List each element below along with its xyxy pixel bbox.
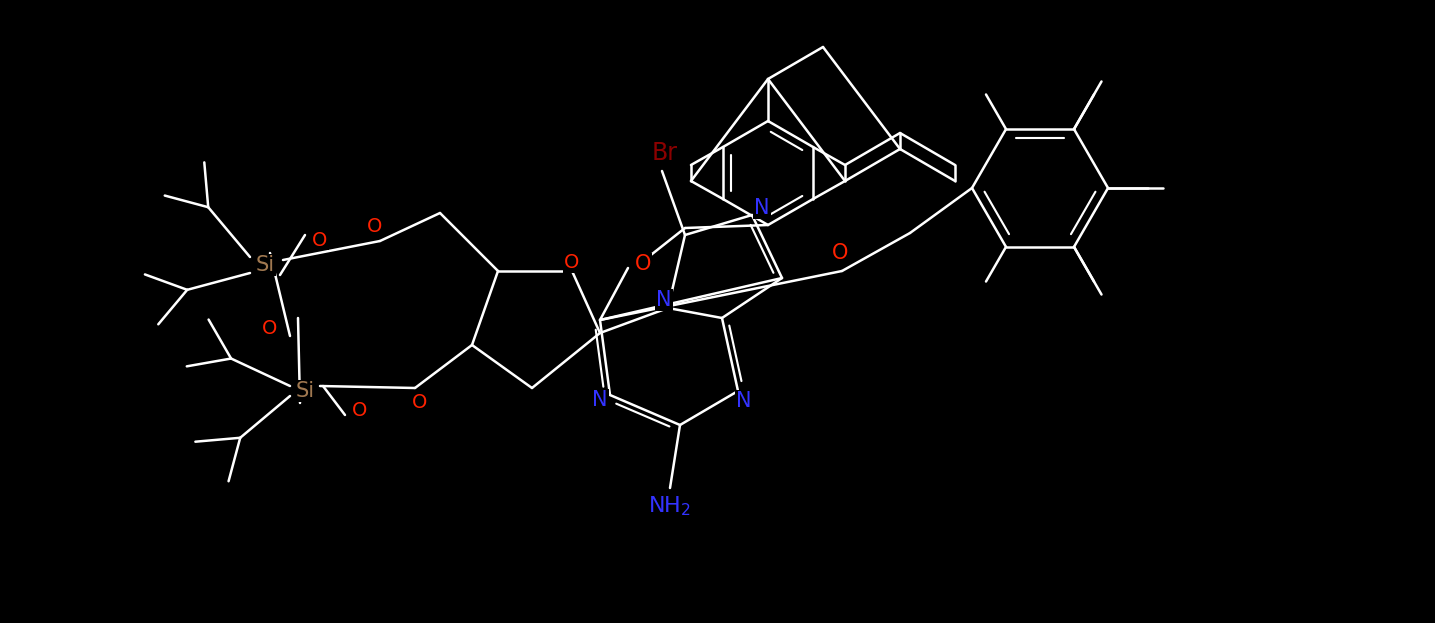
Text: NH$_2$: NH$_2$ <box>649 494 692 518</box>
Text: Br: Br <box>651 141 677 165</box>
Text: O: O <box>367 217 383 235</box>
Text: Si: Si <box>255 255 274 275</box>
Text: N: N <box>755 198 769 218</box>
Text: O: O <box>412 394 428 412</box>
Text: O: O <box>564 254 580 272</box>
Text: O: O <box>263 318 278 338</box>
Text: N: N <box>736 391 752 411</box>
Text: O: O <box>634 254 651 274</box>
Text: Si: Si <box>296 381 314 401</box>
Text: O: O <box>313 231 327 249</box>
Text: O: O <box>832 243 848 263</box>
Text: N: N <box>593 390 608 410</box>
Text: N: N <box>656 290 672 310</box>
Text: O: O <box>353 401 367 419</box>
